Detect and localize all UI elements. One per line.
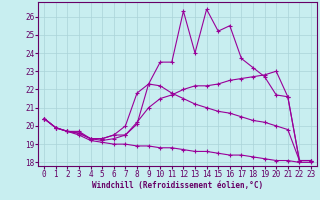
X-axis label: Windchill (Refroidissement éolien,°C): Windchill (Refroidissement éolien,°C) <box>92 181 263 190</box>
